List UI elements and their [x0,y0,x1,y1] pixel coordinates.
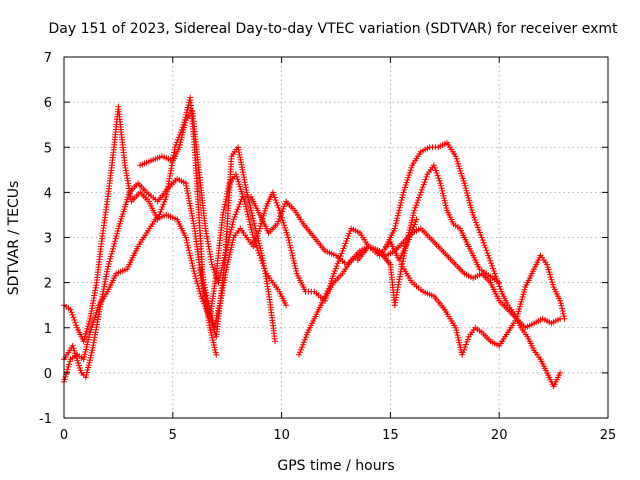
x-tick-label: 10 [273,428,290,443]
series-markers [398,252,568,358]
y-tick-label: -1 [39,412,52,427]
x-tick-label: 5 [169,428,177,443]
series-markers [354,162,503,309]
y-tick-label: 7 [44,51,52,66]
chart-title: Day 151 of 2023, Sidereal Day-to-day VTE… [49,21,619,37]
series-track-7 [354,162,503,309]
y-tick-label: 2 [44,277,52,292]
x-tick-label: 20 [491,428,508,443]
y-tick-label: 4 [44,186,52,201]
y-tick-label: 6 [44,96,52,111]
y-tick-label: 0 [44,367,52,382]
tick-layer: 0 5 10 15 20 25 -1 0 1 2 3 4 5 6 7 [39,51,616,443]
y-tick-label: 1 [44,322,52,337]
y-tick-label: 3 [44,232,52,247]
y-tick-label: 5 [44,141,52,156]
x-tick-label: 25 [600,428,617,443]
x-tick-label: 0 [60,428,68,443]
x-tick-label: 15 [382,428,399,443]
y-axis-label: SDTVAR / TECUs [6,181,22,296]
series-track-9 [398,252,568,358]
x-axis-label: GPS time / hours [277,458,394,474]
